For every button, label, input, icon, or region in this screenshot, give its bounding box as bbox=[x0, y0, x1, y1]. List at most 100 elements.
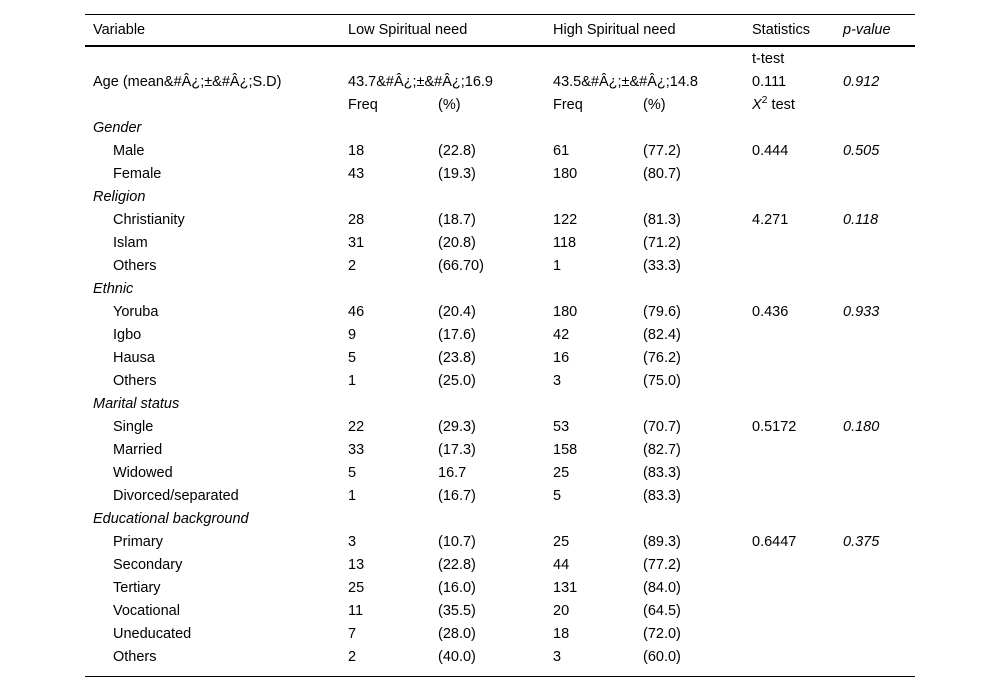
empty-cell bbox=[843, 93, 915, 116]
row-label: Hausa bbox=[113, 349, 155, 366]
low-pct-value: (20.4) bbox=[438, 303, 476, 320]
high-pct-value: (77.2) bbox=[643, 556, 681, 573]
table-row: Marital status bbox=[85, 392, 915, 415]
high-pct-value: (33.3) bbox=[643, 257, 681, 274]
statistic-value bbox=[752, 369, 843, 392]
low-freq-value: 25 bbox=[348, 579, 365, 596]
p-value bbox=[843, 162, 915, 185]
low-pct-value: (40.0) bbox=[438, 648, 476, 665]
high-pct-value: (79.6) bbox=[643, 303, 681, 320]
chi-square-test-label: X2 test bbox=[752, 93, 843, 116]
high-freq-value: 1 bbox=[553, 257, 562, 274]
low-freq-value: 11 bbox=[348, 602, 364, 619]
p-value bbox=[843, 323, 915, 346]
column-header-p-value: p-value bbox=[843, 22, 891, 38]
column-header-variable: Variable bbox=[93, 22, 146, 38]
table-row: Religion bbox=[85, 185, 915, 208]
high-freq-value: 25 bbox=[553, 464, 570, 481]
table-row: Widowed 5 16.7 25 (83.3) bbox=[85, 461, 915, 484]
low-freq-value: 46 bbox=[348, 303, 365, 320]
row-label: Secondary bbox=[113, 556, 183, 573]
high-pct-subheader: (%) bbox=[643, 96, 666, 113]
high-pct-value: (71.2) bbox=[643, 234, 681, 251]
low-pct-value: (66.70) bbox=[438, 257, 484, 274]
t-test-label: t-test bbox=[752, 50, 785, 67]
chi-superscript: 2 bbox=[761, 93, 768, 106]
row-label: Married bbox=[113, 441, 163, 458]
table-row: Tertiary 25 (16.0) 131 (84.0) bbox=[85, 576, 915, 599]
p-value: 0.505 bbox=[843, 142, 880, 159]
group-label: Educational background bbox=[93, 510, 249, 527]
p-value bbox=[843, 622, 915, 645]
table-row: Primary 3 (10.7) 25 (89.3) 0.6447 0.375 bbox=[85, 530, 915, 553]
table-row: Gender bbox=[85, 116, 915, 139]
row-label: Tertiary bbox=[113, 579, 161, 596]
table-row: Age (mean&#Â¿;±&#Â¿;S.D) 43.7&#Â¿;±&#Â¿;… bbox=[85, 70, 915, 93]
statistic-value: 4.271 bbox=[752, 211, 789, 228]
row-label: Islam bbox=[113, 234, 148, 251]
header-row: Variable Low Spiritual need High Spiritu… bbox=[85, 15, 915, 46]
row-label: Others bbox=[113, 372, 157, 389]
statistic-value bbox=[752, 162, 843, 185]
p-value bbox=[843, 553, 915, 576]
group-label: Religion bbox=[93, 188, 146, 205]
table-row: Others 1 (25.0) 3 (75.0) bbox=[85, 369, 915, 392]
group-label: Marital status bbox=[93, 395, 180, 412]
row-label: Vocational bbox=[113, 602, 180, 619]
empty-cell bbox=[843, 46, 915, 70]
p-value bbox=[843, 254, 915, 277]
empty-cell bbox=[348, 46, 553, 70]
high-freq-value: 5 bbox=[553, 487, 562, 504]
high-freq-value: 180 bbox=[553, 303, 578, 320]
low-pct-value: (16.7) bbox=[438, 487, 476, 504]
low-freq-value: 1 bbox=[348, 372, 357, 389]
high-pct-value: (72.0) bbox=[643, 625, 681, 642]
low-pct-value: (20.8) bbox=[438, 234, 476, 251]
demographics-table: Variable Low Spiritual need High Spiritu… bbox=[85, 14, 915, 677]
chi-x: X bbox=[752, 96, 762, 113]
empty-cell bbox=[553, 46, 752, 70]
table-row: Islam 31 (20.8) 118 (71.2) bbox=[85, 231, 915, 254]
table-row: Educational background bbox=[85, 507, 915, 530]
high-freq-value: 42 bbox=[553, 326, 570, 343]
statistic-value bbox=[752, 553, 843, 576]
low-freq-value: 13 bbox=[348, 556, 365, 573]
table-row: Igbo 9 (17.6) 42 (82.4) bbox=[85, 323, 915, 346]
table-row: Uneducated 7 (28.0) 18 (72.0) bbox=[85, 622, 915, 645]
statistic-value bbox=[752, 461, 843, 484]
group-label: Ethnic bbox=[93, 280, 134, 297]
row-label: Christianity bbox=[113, 211, 185, 228]
low-pct-value: (23.8) bbox=[438, 349, 476, 366]
row-label: Yoruba bbox=[113, 303, 159, 320]
high-freq-value: 61 bbox=[553, 142, 570, 159]
high-freq-value: 20 bbox=[553, 602, 570, 619]
high-freq-value: 3 bbox=[553, 648, 562, 665]
high-pct-value: (76.2) bbox=[643, 349, 681, 366]
low-freq-value: 9 bbox=[348, 326, 357, 343]
low-freq-subheader: Freq bbox=[348, 96, 378, 113]
low-freq-value: 22 bbox=[348, 418, 365, 435]
p-value bbox=[843, 346, 915, 369]
low-pct-value: (17.3) bbox=[438, 441, 476, 458]
table-row: Vocational 11 (35.5) 20 (64.5) bbox=[85, 599, 915, 622]
low-pct-value: (35.5) bbox=[438, 602, 476, 619]
age-statistic-value: 0.111 bbox=[752, 73, 787, 90]
low-pct-value: (22.8) bbox=[438, 142, 476, 159]
high-freq-subheader: Freq bbox=[553, 96, 583, 113]
high-pct-value: (84.0) bbox=[643, 579, 681, 596]
statistic-value: 0.6447 bbox=[752, 533, 797, 550]
high-freq-value: 158 bbox=[553, 441, 578, 458]
low-pct-subheader: (%) bbox=[438, 96, 461, 113]
high-pct-value: (75.0) bbox=[643, 372, 681, 389]
table-row: Freq (%) Freq (%) X2 test bbox=[85, 93, 915, 116]
row-label: Uneducated bbox=[113, 625, 192, 642]
table-row: Female 43 (19.3) 180 (80.7) bbox=[85, 162, 915, 185]
low-pct-value: (10.7) bbox=[438, 533, 476, 550]
low-pct-value: (22.8) bbox=[438, 556, 476, 573]
row-label: Igbo bbox=[113, 326, 142, 343]
statistic-value bbox=[752, 645, 843, 668]
table-row: Married 33 (17.3) 158 (82.7) bbox=[85, 438, 915, 461]
p-value bbox=[843, 576, 915, 599]
high-freq-value: 18 bbox=[553, 625, 570, 642]
high-pct-value: (83.3) bbox=[643, 464, 681, 481]
